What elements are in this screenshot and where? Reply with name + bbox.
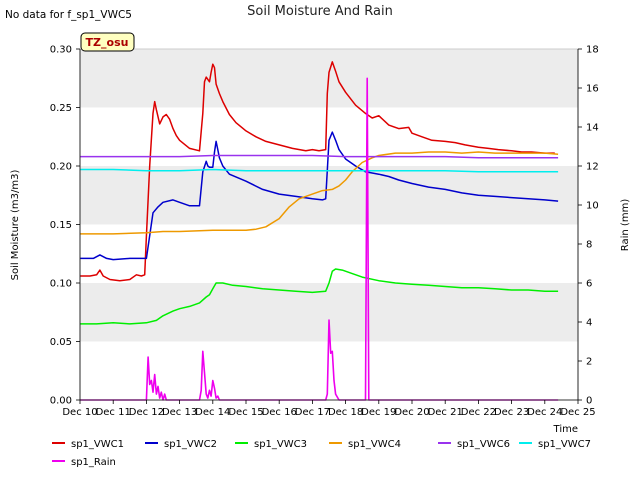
legend-label: sp1_VWC7 xyxy=(538,439,591,450)
series-line-sp1_Rain xyxy=(80,77,559,401)
nodata-note: No data for f_sp1_VWC5 xyxy=(5,9,132,21)
series-line-sp1_VWC7 xyxy=(80,168,559,173)
series-line-sp1_VWC6 xyxy=(80,154,559,159)
legend-label: sp1_VWC6 xyxy=(457,439,510,450)
x-tick-label: Dec 14 xyxy=(195,407,230,418)
legend-label: sp1_VWC1 xyxy=(71,439,124,450)
y-right-tick-label: 2 xyxy=(586,357,592,368)
y-left-tick-label: 0.15 xyxy=(50,220,72,231)
x-tick-label: Dec 23 xyxy=(494,407,529,418)
y-axis-left-label: Soil Moisture (m3/m3) xyxy=(10,170,21,281)
legend: sp1_VWC1 sp1_VWC2 sp1_VWC3 sp1_VWC4 sp1_VWC6… xyxy=(52,439,591,468)
y-right-tick-label: 8 xyxy=(586,240,592,251)
series-line-sp1_VWC1 xyxy=(80,61,555,282)
y-right-tick-label: 10 xyxy=(586,201,599,212)
legend-label: sp1_VWC4 xyxy=(348,439,401,450)
series-line-sp1_VWC3 xyxy=(80,268,559,325)
y-left-tick-label: 0.10 xyxy=(50,279,72,290)
legend-label: sp1_Rain xyxy=(71,457,116,468)
x-axis-label: Time xyxy=(553,424,578,435)
y-right-tick-label: 14 xyxy=(586,123,599,134)
x-tick-label: Dec 21 xyxy=(428,407,463,418)
y-left-tick-label: 0.30 xyxy=(50,45,72,56)
y-axis-left-ticks: 0.00 0.05 0.10 0.15 0.20 0.25 0.30 xyxy=(50,45,80,407)
y-left-tick-label: 0.00 xyxy=(50,396,72,407)
x-tick-label: Dec 10 xyxy=(62,407,97,418)
x-tick-label: Dec 24 xyxy=(527,407,562,418)
x-tick-label: Dec 15 xyxy=(228,407,263,418)
chart-title: Soil Moisture And Rain xyxy=(247,4,393,19)
series-line-sp1_VWC2 xyxy=(80,131,559,261)
y-left-tick-label: 0.05 xyxy=(50,337,72,348)
y-axis-right-ticks: 0 2 4 6 8 10 12 14 16 18 xyxy=(578,45,599,407)
station-badge-label: TZ_osu xyxy=(86,36,129,49)
x-tick-label: Dec 17 xyxy=(295,407,330,418)
y-axis-right-label: Rain (mm) xyxy=(620,199,631,252)
series-line-sp1_VWC4 xyxy=(80,151,559,235)
x-tick-label: Dec 22 xyxy=(461,407,496,418)
y-right-tick-label: 6 xyxy=(586,279,592,290)
x-tick-label: Dec 16 xyxy=(262,407,297,418)
x-tick-label: Dec 18 xyxy=(328,407,363,418)
y-right-tick-label: 0 xyxy=(586,396,592,407)
y-right-tick-label: 4 xyxy=(586,318,592,329)
legend-label: sp1_VWC3 xyxy=(254,439,307,450)
y-right-tick-label: 16 xyxy=(586,84,599,95)
x-tick-label: Dec 25 xyxy=(560,407,595,418)
y-right-tick-label: 12 xyxy=(586,162,599,173)
grid-band xyxy=(80,166,578,225)
series-layer xyxy=(80,61,559,401)
x-tick-label: Dec 12 xyxy=(129,407,164,418)
legend-label: sp1_VWC2 xyxy=(164,439,217,450)
station-badge: TZ_osu xyxy=(80,32,135,52)
x-tick-label: Dec 11 xyxy=(96,407,131,418)
y-left-tick-label: 0.25 xyxy=(50,103,72,114)
x-tick-label: Dec 20 xyxy=(394,407,429,418)
x-tick-label: Dec 19 xyxy=(361,407,396,418)
x-tick-label: Dec 13 xyxy=(162,407,197,418)
y-left-tick-label: 0.20 xyxy=(50,162,72,173)
y-right-tick-label: 18 xyxy=(586,45,599,56)
